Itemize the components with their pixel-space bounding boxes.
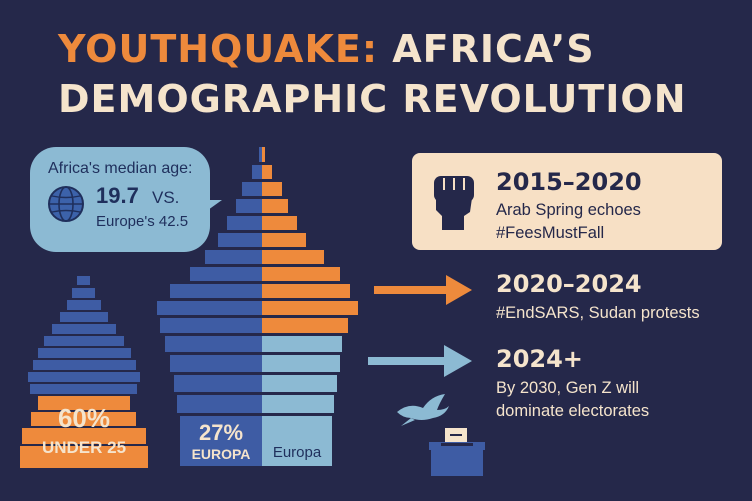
ballot-box-icon [429,428,485,476]
pyramid-bar [227,216,262,230]
pyramid-bar [30,384,137,394]
pyramid-bar [218,233,262,247]
pyramid-bar [205,250,262,264]
timeline-period: 2020–2024 [496,270,642,298]
pyramid-bar [174,375,262,392]
pyramid-bar [262,216,297,230]
pyramid-bar [262,395,334,413]
pyramid-bar [31,412,136,426]
timeline-detail: #FeesMustFall [496,224,605,242]
median-age-label: Africa's median age: [48,160,193,177]
pyramid-bar [52,324,116,334]
pyramid-bar [242,182,262,196]
pyramid-bar [262,182,282,196]
pyramid-bar [262,199,288,213]
africa-under25-caption: UNDER 25 [41,438,127,457]
africa-under25-stat: 60% [57,403,111,433]
pyramid-bar [262,284,350,298]
globe-icon [48,186,84,222]
pyramid-bar [67,300,101,310]
pyramid-bar [33,360,136,370]
pyramid-bar [180,416,262,466]
dove-icon [397,394,449,426]
pyramid-bar [262,233,306,247]
pyramid-bar [165,336,262,352]
pyramid-bar [236,199,262,213]
timeline-detail: By 2030, Gen Z will [496,379,640,397]
pyramid-bar [259,147,262,162]
pyramid-bar [60,312,108,322]
pyramid-bar [262,336,342,352]
pyramid-bar [170,355,262,372]
timeline-period: 2015–2020 [496,168,642,196]
europe-stat: 27% [198,420,244,445]
title-line1-rest: AFRICA’S [378,27,595,71]
pyramid-bar [262,165,272,179]
pyramid-bar [190,267,262,281]
pyramid-bar [160,318,262,333]
pyramid-bar [262,375,337,392]
pyramid-bar [38,396,130,410]
versus-text: VS. [152,188,180,207]
median-age-bubble: Africa's median age: 19.7 VS. Europe's 4… [30,147,210,252]
pyramid-bar [262,318,348,333]
timeline-detail: Arab Spring echoes [496,201,641,219]
pyramid-bar [262,267,340,281]
raised-fist-icon [434,176,474,230]
europe-label: Europa [272,444,322,461]
timeline-detail: dominate electorates [496,402,650,420]
pyramid-bar [262,147,265,162]
pyramid-bar [157,301,262,315]
pyramid-bar [262,301,358,315]
africa-median-age: 19.7 [96,183,139,208]
pyramid-bar [77,276,90,285]
timeline-detail: #EndSARS, Sudan protests [496,304,700,322]
pyramid-bar [38,348,131,358]
pyramid-bar [170,284,262,298]
pyramid-bar [262,355,340,372]
page-title: YOUTHQUAKE: AFRICA’S DEMOGRAPHIC REVOLUT… [58,24,687,124]
europe-median-age: Europe's 42.5 [96,213,189,230]
pyramid-bar [28,372,140,382]
title-line2: DEMOGRAPHIC REVOLUTION [58,77,687,121]
pyramid-bar [20,446,148,468]
pyramid-bar [44,336,124,346]
pyramid-bar [252,165,262,179]
europe-stat-caption: EUROPA [191,446,251,462]
pyramid-bar [262,250,324,264]
arrow-right-icon [368,345,472,377]
pyramid-bar [177,395,262,413]
pyramid-bar [262,416,332,466]
arrow-right-icon [374,275,472,305]
pyramid-bar [22,428,146,444]
title-accent: YOUTHQUAKE: [58,27,379,71]
pyramid-bar [72,288,95,298]
timeline-period: 2024+ [496,345,583,373]
